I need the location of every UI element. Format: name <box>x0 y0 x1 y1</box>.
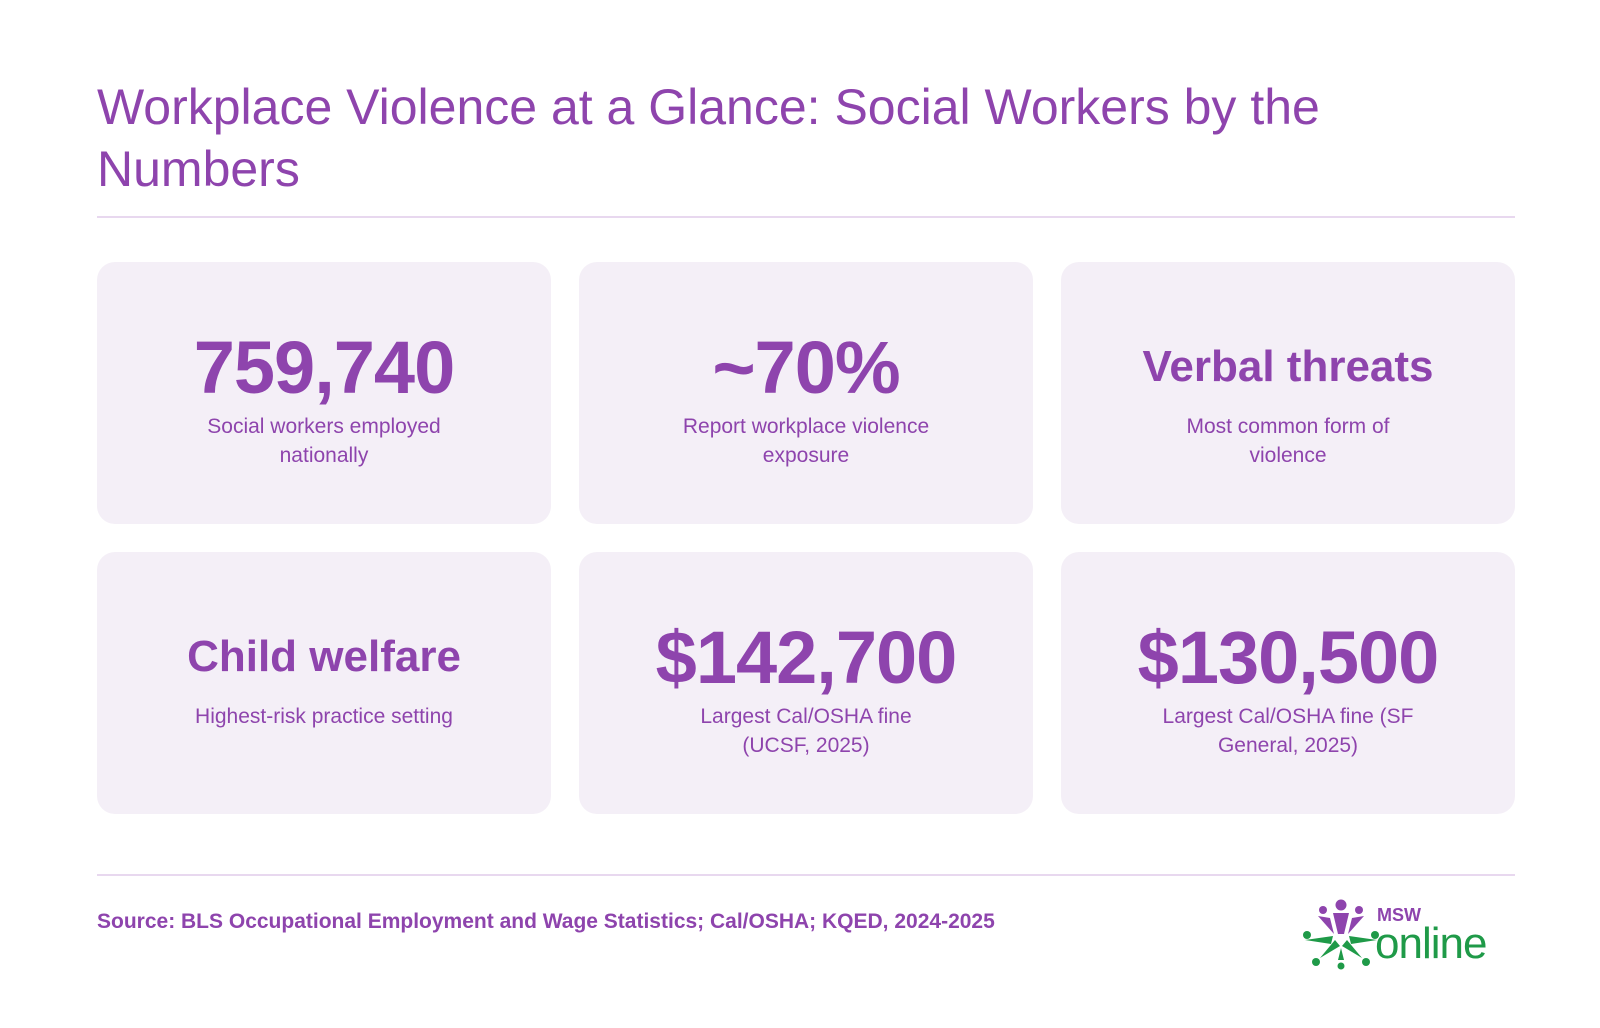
bottom-divider <box>97 874 1515 876</box>
stats-grid: 759,740 Social workers employed national… <box>97 262 1515 814</box>
stat-card-practice-setting: Child welfare Highest-risk practice sett… <box>97 552 551 814</box>
logo-online-text: online <box>1375 919 1486 968</box>
stat-label: Social workers employed nationally <box>207 415 441 467</box>
stat-card-violence-form: Verbal threats Most common form of viole… <box>1061 262 1515 524</box>
msw-online-logo-graphic: MSW online <box>1303 899 1487 970</box>
stat-value: 759,740 <box>193 325 456 409</box>
logo-msw-text: MSW <box>1377 905 1421 925</box>
stat-value: Verbal threats <box>1142 342 1434 391</box>
stat-label: Report workplace violence exposure <box>682 415 930 467</box>
stat-card-employed: 759,740 Social workers employed national… <box>97 262 551 524</box>
stat-value: $142,700 <box>655 615 958 699</box>
stat-label: Largest Cal/OSHA fine (SF General, 2025) <box>1162 705 1414 757</box>
stat-label: Highest-risk practice setting <box>195 705 453 728</box>
stat-value: ~70% <box>712 325 900 409</box>
stat-value: $130,500 <box>1137 615 1440 699</box>
stat-card-sf-general-fine: $130,500 Largest Cal/OSHA fine (SF Gener… <box>1061 552 1515 814</box>
stat-card-exposure: ~70% Report workplace violence exposure <box>579 262 1033 524</box>
top-divider <box>97 216 1515 218</box>
stat-value: Child welfare <box>187 632 461 681</box>
star-people-icon <box>1303 899 1379 970</box>
stat-label: Largest Cal/OSHA fine (UCSF, 2025) <box>700 705 912 757</box>
stat-label: Most common form of violence <box>1186 415 1390 467</box>
msw-online-logo: MSW online <box>1303 896 1518 972</box>
page-title: Workplace Violence at a Glance: Social W… <box>97 79 1320 197</box>
stat-card-ucsf-fine: $142,700 Largest Cal/OSHA fine (UCSF, 20… <box>579 552 1033 814</box>
source-citation: Source: BLS Occupational Employment and … <box>97 910 995 933</box>
